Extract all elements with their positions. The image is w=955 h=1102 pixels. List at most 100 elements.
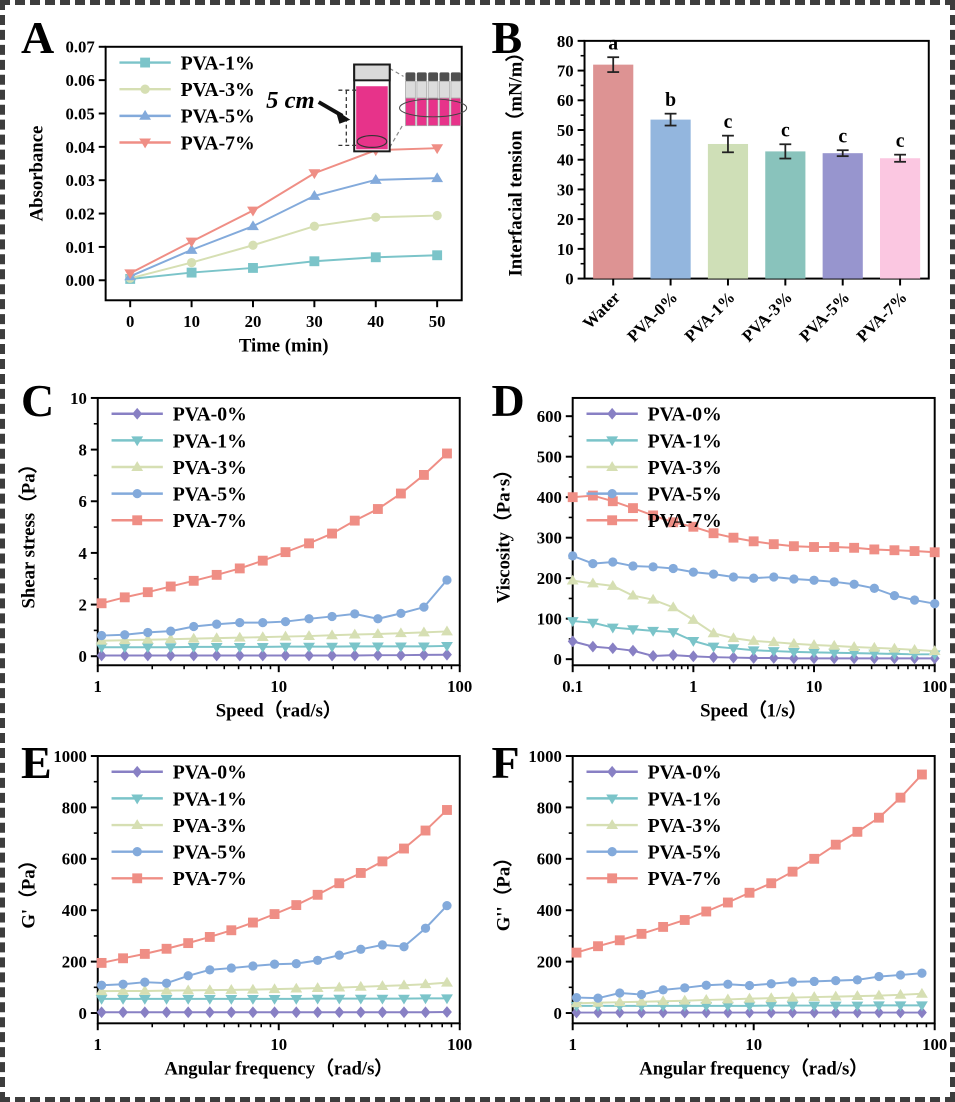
svg-text:1: 1 [94, 1035, 102, 1054]
series-PVA-0% [571, 1006, 927, 1019]
panel-b-label: B [491, 12, 523, 63]
svg-text:100: 100 [922, 1035, 947, 1054]
svg-text:0.07: 0.07 [65, 38, 94, 57]
series-PVA-7% [571, 769, 927, 958]
y-axis-label: Viscosity（Pa·s） [492, 460, 514, 603]
panel-a: A 0.00 0.01 0.02 0.03 0.04 0.05 0.06 0.07 Absorb… [7, 7, 478, 370]
y-axis: 0 200 400 600 800 1000 [528, 747, 573, 1023]
legend-label: PVA-0% [173, 762, 247, 784]
legend: PVA-1% PVA-3% PVA-5% PVA-7% [119, 52, 255, 154]
series-PVA-1% [95, 994, 453, 1006]
y-axis: 0 200 400 600 800 1000 [53, 747, 98, 1023]
svg-text:50: 50 [429, 312, 446, 331]
bar-PVA-5% [822, 153, 863, 279]
bar-PVA-3% [764, 151, 805, 279]
series-PVA-3% [566, 574, 941, 655]
series-PVA-3% [570, 988, 928, 1008]
svg-text:400: 400 [62, 901, 87, 920]
svg-text:8: 8 [79, 440, 87, 459]
panel-f-chart: 0 200 400 600 800 1000 G''（Pa） 1 10 100 Angular fr… [492, 747, 947, 1080]
svg-text:800: 800 [62, 799, 87, 818]
svg-text:4: 4 [79, 543, 88, 562]
legend-label: PVA-0% [173, 403, 247, 425]
svg-text:300: 300 [536, 528, 561, 547]
series-PVA-7% [567, 490, 940, 557]
bar-PVA-0% [650, 119, 691, 279]
panel-d: D 0 100 200 300 400 500 600 Viscosity（Pa·s） 0.1 1… [478, 370, 949, 733]
legend-label: PVA-1% [173, 430, 247, 452]
legend-label: PVA-3% [173, 457, 247, 479]
legend-label: PVA-7% [181, 132, 255, 154]
bar-Water [592, 64, 633, 279]
error-bar [836, 149, 849, 158]
svg-text:1: 1 [689, 677, 697, 696]
y-axis-label: Interfacial tension（mN/m） [504, 43, 526, 277]
panel-f-label: F [491, 737, 520, 789]
sig-letter: c [723, 111, 732, 133]
y-axis: 0 10 20 30 40 50 60 70 80 [556, 32, 585, 288]
panel-b-chart: 0 10 20 30 40 50 60 70 80 Interfacial tension（mN/… [504, 32, 930, 346]
svg-text:10: 10 [183, 312, 200, 331]
panel-c: C 0 2 4 6 8 10 Shear stress（Pa） 1 10 100 Speed（rad… [7, 370, 478, 733]
legend: PVA-0% PVA-1% PVA-3% PVA-5% PVA-7% [111, 762, 247, 891]
bar-PVA-1% [707, 143, 748, 279]
svg-text:1000: 1000 [53, 747, 86, 766]
x-axis-label: Angular frequency（rad/s） [639, 1058, 868, 1080]
legend-label: PVA-1% [173, 789, 247, 811]
svg-text:500: 500 [536, 447, 561, 466]
series-PVA-3% [125, 210, 442, 283]
panel-e-label: E [21, 737, 52, 789]
x-axis: 1 10 100 [94, 664, 472, 696]
svg-text:0: 0 [565, 269, 573, 288]
svg-text:0.03: 0.03 [65, 171, 94, 190]
svg-text:20: 20 [556, 210, 573, 229]
svg-text:200: 200 [536, 569, 561, 588]
svg-text:100: 100 [536, 609, 561, 628]
error-bar [893, 153, 906, 163]
sig-letter: c [838, 125, 847, 147]
legend-label: PVA-7% [173, 869, 247, 891]
y-axis-label: G'（Pa） [18, 851, 40, 929]
small-vial [416, 72, 428, 127]
x-axis: 0 10 20 30 40 50 [126, 300, 446, 331]
legend-label: PVA-3% [647, 457, 721, 479]
svg-text:6: 6 [79, 492, 87, 511]
legend-label: PVA-5% [173, 483, 247, 505]
svg-text:60: 60 [556, 91, 573, 110]
svg-text:10: 10 [556, 240, 573, 259]
svg-text:0: 0 [553, 1004, 561, 1023]
svg-text:10: 10 [270, 1035, 287, 1054]
x-axis: 1 10 100 [568, 1023, 947, 1054]
legend-label: PVA-3% [647, 815, 721, 837]
x-axis-label: Speed（rad/s） [216, 699, 342, 721]
bars: a Water b PVA-0% c PVA-1% c PVA-3% c PVA-5% c PVA-7… [578, 32, 920, 346]
svg-text:200: 200 [536, 953, 561, 972]
sig-letter: c [895, 130, 904, 152]
series-PVA-3% [95, 625, 453, 645]
svg-text:0.05: 0.05 [65, 104, 94, 123]
axes: 0 2 4 6 8 10 Shear stress（Pa） 1 10 100 Speed（rad/s… [18, 389, 473, 722]
sig-letter: a [608, 32, 618, 54]
svg-text:0.1: 0.1 [562, 677, 583, 696]
y-axis-label: Shear stress（Pa） [18, 454, 40, 608]
axes: 0 200 400 600 800 1000 G'（Pa） 1 10 100 Angular fre… [18, 747, 473, 1080]
svg-text:0.01: 0.01 [65, 238, 94, 257]
series-PVA-3% [95, 977, 453, 996]
svg-text:800: 800 [536, 799, 561, 818]
legend-label: PVA-5% [173, 842, 247, 864]
legend-label: PVA-7% [173, 510, 247, 532]
legend-label: PVA-7% [647, 869, 721, 891]
panel-c-chart: 0 2 4 6 8 10 Shear stress（Pa） 1 10 100 Speed（rad/s… [18, 389, 473, 722]
svg-text:10: 10 [270, 677, 287, 696]
series-PVA-0% [96, 648, 452, 662]
svg-text:600: 600 [536, 407, 561, 426]
sig-letter: b [665, 89, 676, 111]
svg-text:10: 10 [745, 1035, 762, 1054]
legend: PVA-0% PVA-1% PVA-3% PVA-5% PVA-7% [586, 403, 721, 532]
panel-e-chart: 0 200 400 600 800 1000 G'（Pa） 1 10 100 Angular fre… [18, 747, 473, 1080]
y-axis-label: G''（Pa） [492, 848, 514, 931]
svg-text:30: 30 [306, 312, 323, 331]
legend-label: PVA-1% [647, 789, 721, 811]
category-label: PVA-3% [738, 288, 796, 346]
